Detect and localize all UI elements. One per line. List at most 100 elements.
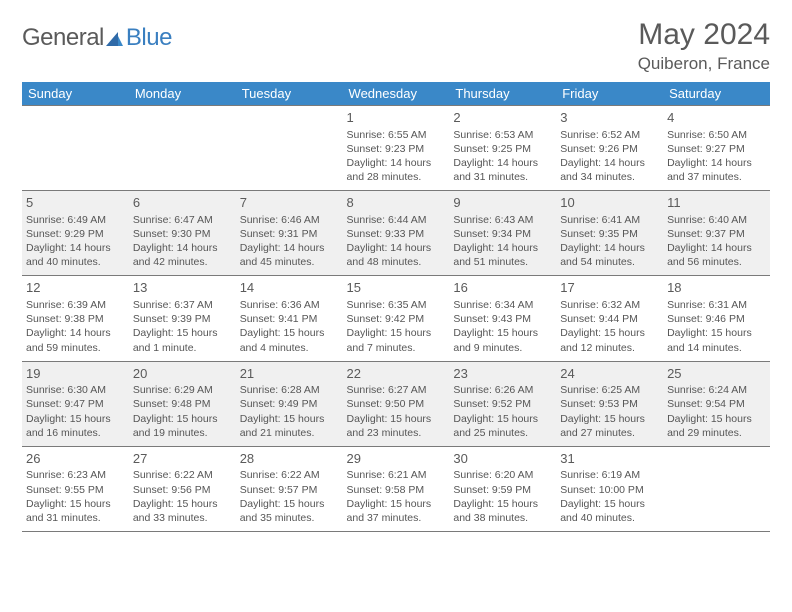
calendar-day: 17Sunrise: 6:32 AMSunset: 9:44 PMDayligh… <box>556 276 663 361</box>
calendar-day: 24Sunrise: 6:25 AMSunset: 9:53 PMDayligh… <box>556 361 663 446</box>
daylight-text: Daylight: 14 hours <box>453 241 552 255</box>
day-number: 30 <box>453 450 552 468</box>
sunset-text: Sunset: 9:47 PM <box>26 397 125 411</box>
daylight-text: Daylight: 14 hours <box>133 241 232 255</box>
calendar-day: 26Sunrise: 6:23 AMSunset: 9:55 PMDayligh… <box>22 446 129 531</box>
sunrise-text: Sunrise: 6:39 AM <box>26 298 125 312</box>
calendar-day: 2Sunrise: 6:53 AMSunset: 9:25 PMDaylight… <box>449 106 556 191</box>
sunset-text: Sunset: 9:49 PM <box>240 397 339 411</box>
sunrise-text: Sunrise: 6:29 AM <box>133 383 232 397</box>
sunset-text: Sunset: 9:53 PM <box>560 397 659 411</box>
daylight-text: and 35 minutes. <box>240 511 339 525</box>
daylight-text: Daylight: 14 hours <box>560 241 659 255</box>
sunset-text: Sunset: 9:44 PM <box>560 312 659 326</box>
sunrise-text: Sunrise: 6:40 AM <box>667 213 766 227</box>
sunset-text: Sunset: 9:25 PM <box>453 142 552 156</box>
calendar-week: 1Sunrise: 6:55 AMSunset: 9:23 PMDaylight… <box>22 106 770 191</box>
sunrise-text: Sunrise: 6:31 AM <box>667 298 766 312</box>
daylight-text: Daylight: 14 hours <box>26 241 125 255</box>
sunset-text: Sunset: 9:55 PM <box>26 483 125 497</box>
daylight-text: Daylight: 14 hours <box>26 326 125 340</box>
weekday-row: Sunday Monday Tuesday Wednesday Thursday… <box>22 82 770 106</box>
day-number: 15 <box>347 279 446 297</box>
daylight-text: Daylight: 14 hours <box>667 156 766 170</box>
sunset-text: Sunset: 9:37 PM <box>667 227 766 241</box>
sunset-text: Sunset: 9:42 PM <box>347 312 446 326</box>
day-number: 27 <box>133 450 232 468</box>
sunset-text: Sunset: 9:54 PM <box>667 397 766 411</box>
calendar-day: 20Sunrise: 6:29 AMSunset: 9:48 PMDayligh… <box>129 361 236 446</box>
daylight-text: Daylight: 14 hours <box>347 156 446 170</box>
day-number: 7 <box>240 194 339 212</box>
daylight-text: Daylight: 15 hours <box>453 326 552 340</box>
sunrise-text: Sunrise: 6:50 AM <box>667 128 766 142</box>
daylight-text: and 31 minutes. <box>26 511 125 525</box>
calendar-day: 15Sunrise: 6:35 AMSunset: 9:42 PMDayligh… <box>343 276 450 361</box>
daylight-text: and 12 minutes. <box>560 341 659 355</box>
sunset-text: Sunset: 9:35 PM <box>560 227 659 241</box>
sunset-text: Sunset: 9:31 PM <box>240 227 339 241</box>
sunrise-text: Sunrise: 6:22 AM <box>133 468 232 482</box>
day-number: 8 <box>347 194 446 212</box>
calendar-day <box>22 106 129 191</box>
sunrise-text: Sunrise: 6:55 AM <box>347 128 446 142</box>
daylight-text: Daylight: 14 hours <box>560 156 659 170</box>
day-number: 26 <box>26 450 125 468</box>
sunrise-text: Sunrise: 6:37 AM <box>133 298 232 312</box>
daylight-text: Daylight: 15 hours <box>26 412 125 426</box>
calendar-day: 6Sunrise: 6:47 AMSunset: 9:30 PMDaylight… <box>129 191 236 276</box>
calendar-day: 11Sunrise: 6:40 AMSunset: 9:37 PMDayligh… <box>663 191 770 276</box>
day-number: 14 <box>240 279 339 297</box>
calendar-day: 31Sunrise: 6:19 AMSunset: 10:00 PMDaylig… <box>556 446 663 531</box>
sunset-text: Sunset: 9:34 PM <box>453 227 552 241</box>
calendar-day: 22Sunrise: 6:27 AMSunset: 9:50 PMDayligh… <box>343 361 450 446</box>
month-title: May 2024 <box>638 18 770 52</box>
calendar-week: 26Sunrise: 6:23 AMSunset: 9:55 PMDayligh… <box>22 446 770 531</box>
sunset-text: Sunset: 9:39 PM <box>133 312 232 326</box>
brand-part2: Blue <box>126 24 172 52</box>
day-number: 20 <box>133 365 232 383</box>
daylight-text: and 25 minutes. <box>453 426 552 440</box>
day-number: 13 <box>133 279 232 297</box>
daylight-text: Daylight: 15 hours <box>133 412 232 426</box>
daylight-text: Daylight: 15 hours <box>560 412 659 426</box>
daylight-text: Daylight: 15 hours <box>347 326 446 340</box>
daylight-text: and 34 minutes. <box>560 170 659 184</box>
sunrise-text: Sunrise: 6:28 AM <box>240 383 339 397</box>
sail-icon <box>104 30 124 48</box>
daylight-text: Daylight: 15 hours <box>667 412 766 426</box>
calendar-day <box>129 106 236 191</box>
day-number: 6 <box>133 194 232 212</box>
daylight-text: Daylight: 15 hours <box>240 412 339 426</box>
calendar-day: 1Sunrise: 6:55 AMSunset: 9:23 PMDaylight… <box>343 106 450 191</box>
calendar-day: 14Sunrise: 6:36 AMSunset: 9:41 PMDayligh… <box>236 276 343 361</box>
daylight-text: and 37 minutes. <box>667 170 766 184</box>
calendar-week: 5Sunrise: 6:49 AMSunset: 9:29 PMDaylight… <box>22 191 770 276</box>
day-number: 23 <box>453 365 552 383</box>
calendar-day <box>236 106 343 191</box>
daylight-text: and 40 minutes. <box>560 511 659 525</box>
daylight-text: and 37 minutes. <box>347 511 446 525</box>
sunrise-text: Sunrise: 6:32 AM <box>560 298 659 312</box>
daylight-text: and 45 minutes. <box>240 255 339 269</box>
sunset-text: Sunset: 10:00 PM <box>560 483 659 497</box>
calendar-day: 9Sunrise: 6:43 AMSunset: 9:34 PMDaylight… <box>449 191 556 276</box>
sunrise-text: Sunrise: 6:19 AM <box>560 468 659 482</box>
sunrise-text: Sunrise: 6:43 AM <box>453 213 552 227</box>
daylight-text: and 19 minutes. <box>133 426 232 440</box>
calendar-day: 7Sunrise: 6:46 AMSunset: 9:31 PMDaylight… <box>236 191 343 276</box>
day-number: 10 <box>560 194 659 212</box>
sunset-text: Sunset: 9:33 PM <box>347 227 446 241</box>
daylight-text: and 40 minutes. <box>26 255 125 269</box>
daylight-text: and 56 minutes. <box>667 255 766 269</box>
sunset-text: Sunset: 9:56 PM <box>133 483 232 497</box>
daylight-text: and 33 minutes. <box>133 511 232 525</box>
day-number: 19 <box>26 365 125 383</box>
daylight-text: Daylight: 15 hours <box>667 326 766 340</box>
daylight-text: and 4 minutes. <box>240 341 339 355</box>
sunrise-text: Sunrise: 6:27 AM <box>347 383 446 397</box>
sunrise-text: Sunrise: 6:23 AM <box>26 468 125 482</box>
daylight-text: and 29 minutes. <box>667 426 766 440</box>
day-number: 1 <box>347 109 446 127</box>
sunset-text: Sunset: 9:38 PM <box>26 312 125 326</box>
